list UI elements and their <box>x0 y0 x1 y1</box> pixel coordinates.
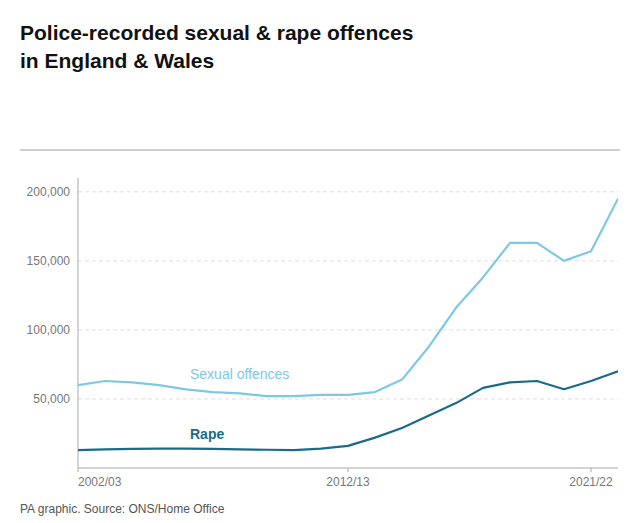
x-tick-label: 2012/13 <box>326 475 370 489</box>
series-label: Sexual offences <box>190 366 289 382</box>
grid-line <box>78 329 618 330</box>
y-tick-label: 200,000 <box>27 185 71 199</box>
x-tick <box>591 468 592 472</box>
series-line <box>78 199 618 396</box>
grid-line <box>78 191 618 192</box>
plot-area <box>78 199 618 450</box>
y-axis-line <box>78 178 79 468</box>
series-label: Rape <box>190 426 224 442</box>
x-tick <box>78 468 79 472</box>
separator <box>20 150 620 151</box>
series-line <box>78 371 618 450</box>
x-tick-label: 2021/22 <box>569 475 613 489</box>
source-note: PA graphic. Source: ONS/Home Office <box>20 502 225 516</box>
y-tick-label: 50,000 <box>33 392 70 406</box>
chart: Police-recorded sexual & rape offences in… <box>0 0 640 523</box>
background <box>0 0 640 523</box>
y-tick-label: 100,000 <box>27 323 71 337</box>
title: Police-recorded sexual & rape offences <box>20 21 413 44</box>
x-tick <box>348 468 349 472</box>
grid-line <box>78 398 618 399</box>
y-tick-label: 150,000 <box>27 254 71 268</box>
subtitle: in England & Wales <box>20 49 214 72</box>
grid-line <box>78 260 618 261</box>
x-tick-label: 2002/03 <box>78 475 122 489</box>
